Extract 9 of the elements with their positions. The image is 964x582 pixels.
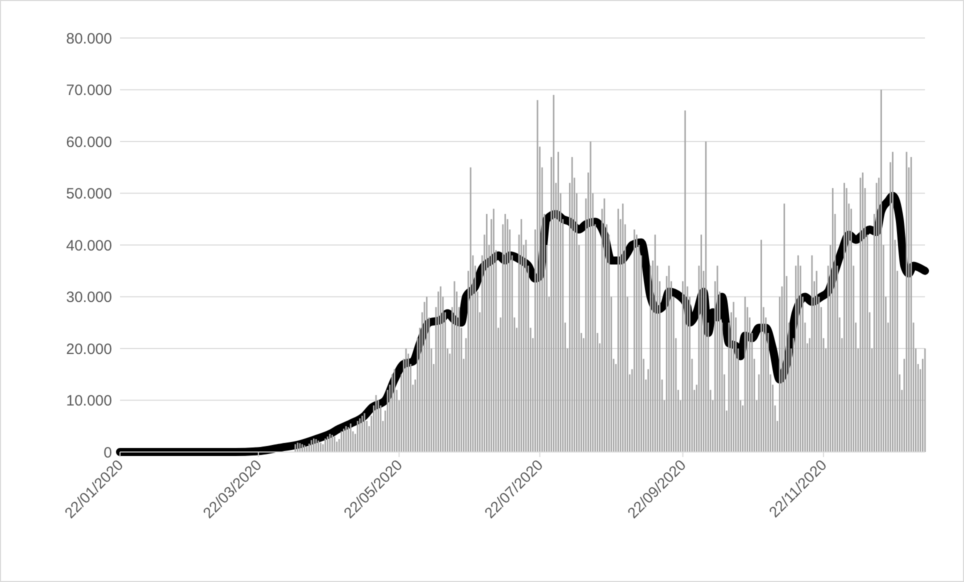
y-tick-label: 60.000 xyxy=(66,134,112,151)
y-tick-label: 0 xyxy=(104,444,112,462)
y-tick-label: 70.000 xyxy=(66,82,112,99)
y-tick-label: 20.000 xyxy=(66,340,112,358)
y-tick-label: 10.000 xyxy=(66,392,112,410)
y-tick-label: 30.000 xyxy=(66,289,112,306)
y-tick-label: 40.000 xyxy=(66,237,112,254)
y-tick-label: 50.000 xyxy=(66,186,112,202)
y-tick-label: 80.000 xyxy=(66,30,112,48)
